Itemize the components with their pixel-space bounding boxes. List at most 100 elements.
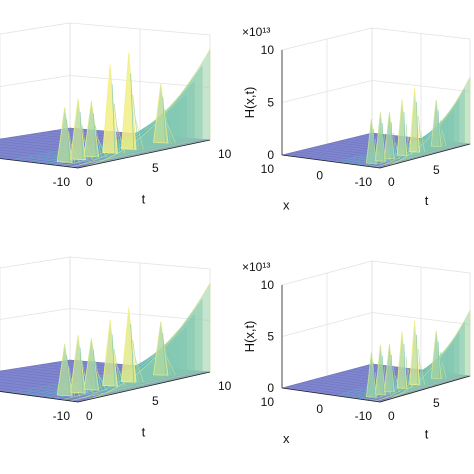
surface-peak-mesh [95,125,102,158]
gridline-z [0,308,211,321]
z-exponent-label: ×10¹³ [242,25,270,39]
x-tick-label: 0 [316,169,323,183]
z-tick-label: 0 [267,148,274,162]
surface-wave-sheet [379,310,471,403]
surface-peak-mesh [393,132,397,159]
surface-peak-mesh [111,334,116,386]
surface-peak-mesh [130,323,134,382]
surface-peak-mesh [439,351,444,379]
t-tick-label: 5 [433,163,440,177]
surface-peak-mesh [437,110,440,147]
surface-peak-mesh [66,119,71,163]
x-tick-label: -10 [53,409,71,423]
surface-peak-mesh [93,349,97,391]
surface-peak [70,334,86,394]
surface-wave-sheet [77,48,211,169]
x-axis-label: x [283,198,290,213]
surface-peak-mesh [418,348,422,385]
surface-peak-mesh [113,348,121,387]
surface-peak-mesh [391,122,394,159]
surface-peak-mesh [418,116,422,153]
surface-peak-mesh [93,113,97,157]
surface-peak-mesh [97,137,107,158]
surface-panel-1: 0-100510xt [0,22,232,206]
x-tick-label: 0 [316,402,323,416]
axis-x-line [281,154,381,169]
t-tick-label: 10 [218,379,232,393]
gridline-z [0,75,211,88]
x-tick-label: -10 [53,175,71,189]
surface-peak [120,52,137,150]
surface-peak [409,320,421,386]
t-axis-label: t [425,193,429,208]
x-tick-label: 10 [261,162,275,176]
x-axis-label: x [283,431,290,446]
surface-peak [120,307,137,383]
surface-peak-mesh [162,333,166,376]
surface-peak-mesh [420,362,425,385]
surface-peak-mesh [113,103,121,154]
surface-peak [153,321,169,376]
axis-x-line [0,391,79,403]
surface-peak-mesh [166,356,176,376]
axis-x-line [281,387,381,403]
surface-peak-mesh [164,109,171,143]
surface-peak [430,331,442,380]
surface-peak [396,331,408,389]
z-tick-label: 10 [261,278,275,292]
surface-peak [102,64,118,154]
surface-panel-3: 0-100510xt [0,256,232,440]
surface-peak-mesh [97,372,107,391]
axis-x-line [0,158,79,169]
surface-peak [409,87,421,153]
surface-peak [102,319,118,387]
surface-peak-mesh [382,355,385,395]
surface-peak-mesh [134,356,144,383]
surface-peak-mesh [393,365,397,392]
surface-peak [83,100,100,158]
t-axis-label: t [142,191,146,206]
t-tick-label: 10 [218,147,232,161]
z-tick-label: 5 [267,330,274,344]
z-tick-label: 5 [267,96,274,110]
t-tick-label: 5 [152,161,159,175]
surface-peak-mesh [416,334,419,385]
surface-peak [396,99,408,156]
surface-peak-mesh [382,123,385,162]
surface-peak-mesh [66,355,71,396]
t-tick-label: 0 [86,175,93,189]
surface-peak-mesh [441,130,447,147]
surface-peak [56,343,73,397]
surface-peak-mesh [115,363,126,387]
z-tick-label: 0 [267,381,274,395]
surface-peak-mesh [132,95,139,150]
surface-peak-mesh [166,122,176,143]
z-tick-label: 10 [261,43,275,57]
surface-peak-mesh [405,124,409,156]
t-tick-label: 5 [433,396,440,410]
x-tick-label: -10 [355,409,373,423]
surface-peak-mesh [130,73,134,150]
surface-wave-sheet [77,282,211,403]
surface-peak-mesh [164,344,171,376]
surface-peak [56,107,73,163]
gridline-z [281,312,471,337]
axis-t-line [379,143,471,169]
axis-t-line [77,371,211,403]
surface-peak-mesh [420,130,425,153]
t-tick-label: 0 [388,409,395,423]
z-axis-label: H(x,t) [242,321,257,353]
surface-peak-mesh [132,340,139,383]
surface-peak-mesh [439,120,444,147]
surface-peak-mesh [441,362,447,379]
axis-t-line [77,139,211,169]
t-tick-label: 0 [388,175,395,189]
surface-peak-mesh [111,84,116,154]
surface-peak-mesh [391,354,394,392]
surface-peak-mesh [416,101,419,153]
surface-peak-mesh [134,116,144,150]
surface-peak-mesh [403,111,406,156]
